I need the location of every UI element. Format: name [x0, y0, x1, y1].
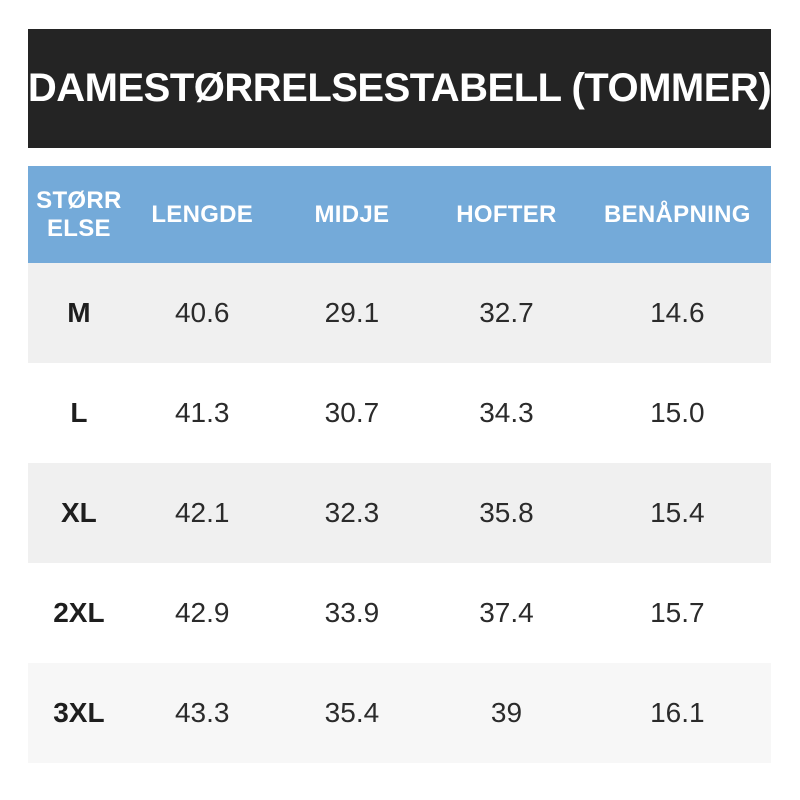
- size-cell: XL: [61, 497, 97, 528]
- value-cell: 42.9: [174, 597, 230, 628]
- size-cell: 3XL: [53, 697, 105, 728]
- value-cell: 15.7: [650, 597, 705, 628]
- header-cell: LENGDE: [151, 200, 254, 228]
- value-cell: 34.3: [479, 397, 534, 428]
- value-cell: 40.6: [174, 297, 230, 328]
- value-cell: 29.1: [324, 297, 380, 328]
- table-body: M 40.6 29.1 32.7 14.6 L 41.3 30.7 34.3 15.0 XL 42.1…: [28, 263, 771, 763]
- value-cell: 33.9: [324, 597, 380, 628]
- table-row: M 40.6 29.1 32.7 14.6: [28, 263, 771, 363]
- value-cell: 39: [490, 697, 523, 728]
- header-cell: STØRR ELSE: [36, 186, 122, 242]
- page-title: DAMESTØRRELSESTABELL (TOMMER): [27, 66, 772, 110]
- value-cell: 15.4: [650, 497, 705, 528]
- size-cell: L: [70, 397, 88, 428]
- value-cell: 30.7: [324, 397, 380, 428]
- value-cell: 41.3: [174, 397, 230, 428]
- size-table: STØRR ELSE LENGDE MIDJE HOFTER BENÅPNING M 40…: [28, 166, 771, 763]
- value-cell: 42.1: [174, 497, 230, 528]
- value-cell: 14.6: [650, 297, 705, 328]
- value-cell: 16.1: [650, 697, 705, 728]
- table-row: XL 42.1 32.3 35.8 15.4: [28, 463, 771, 563]
- value-cell: 35.4: [324, 697, 380, 728]
- value-cell: 32.3: [324, 497, 380, 528]
- table-row: 3XL 43.3 35.4 39 16.1: [28, 663, 771, 763]
- table-row: L 41.3 30.7 34.3 15.0: [28, 363, 771, 463]
- value-cell: 15.0: [650, 397, 705, 428]
- value-cell: 35.8: [479, 497, 534, 528]
- value-cell: 43.3: [174, 697, 230, 728]
- header-cell: BENÅPNING: [603, 200, 751, 228]
- value-cell: 37.4: [479, 597, 534, 628]
- table-row: 2XL 42.9 33.9 37.4 15.7: [28, 563, 771, 663]
- size-cell: 2XL: [53, 597, 105, 628]
- banner-table-gap: [28, 148, 771, 166]
- title-banner: DAMESTØRRELSESTABELL (TOMMER): [27, 29, 772, 148]
- header-cell: MIDJE: [314, 200, 390, 228]
- table-header-row: STØRR ELSE LENGDE MIDJE HOFTER BENÅPNING: [28, 166, 771, 263]
- size-cell: M: [67, 297, 91, 328]
- value-cell: 32.7: [479, 297, 534, 328]
- header-cell: HOFTER: [456, 200, 557, 228]
